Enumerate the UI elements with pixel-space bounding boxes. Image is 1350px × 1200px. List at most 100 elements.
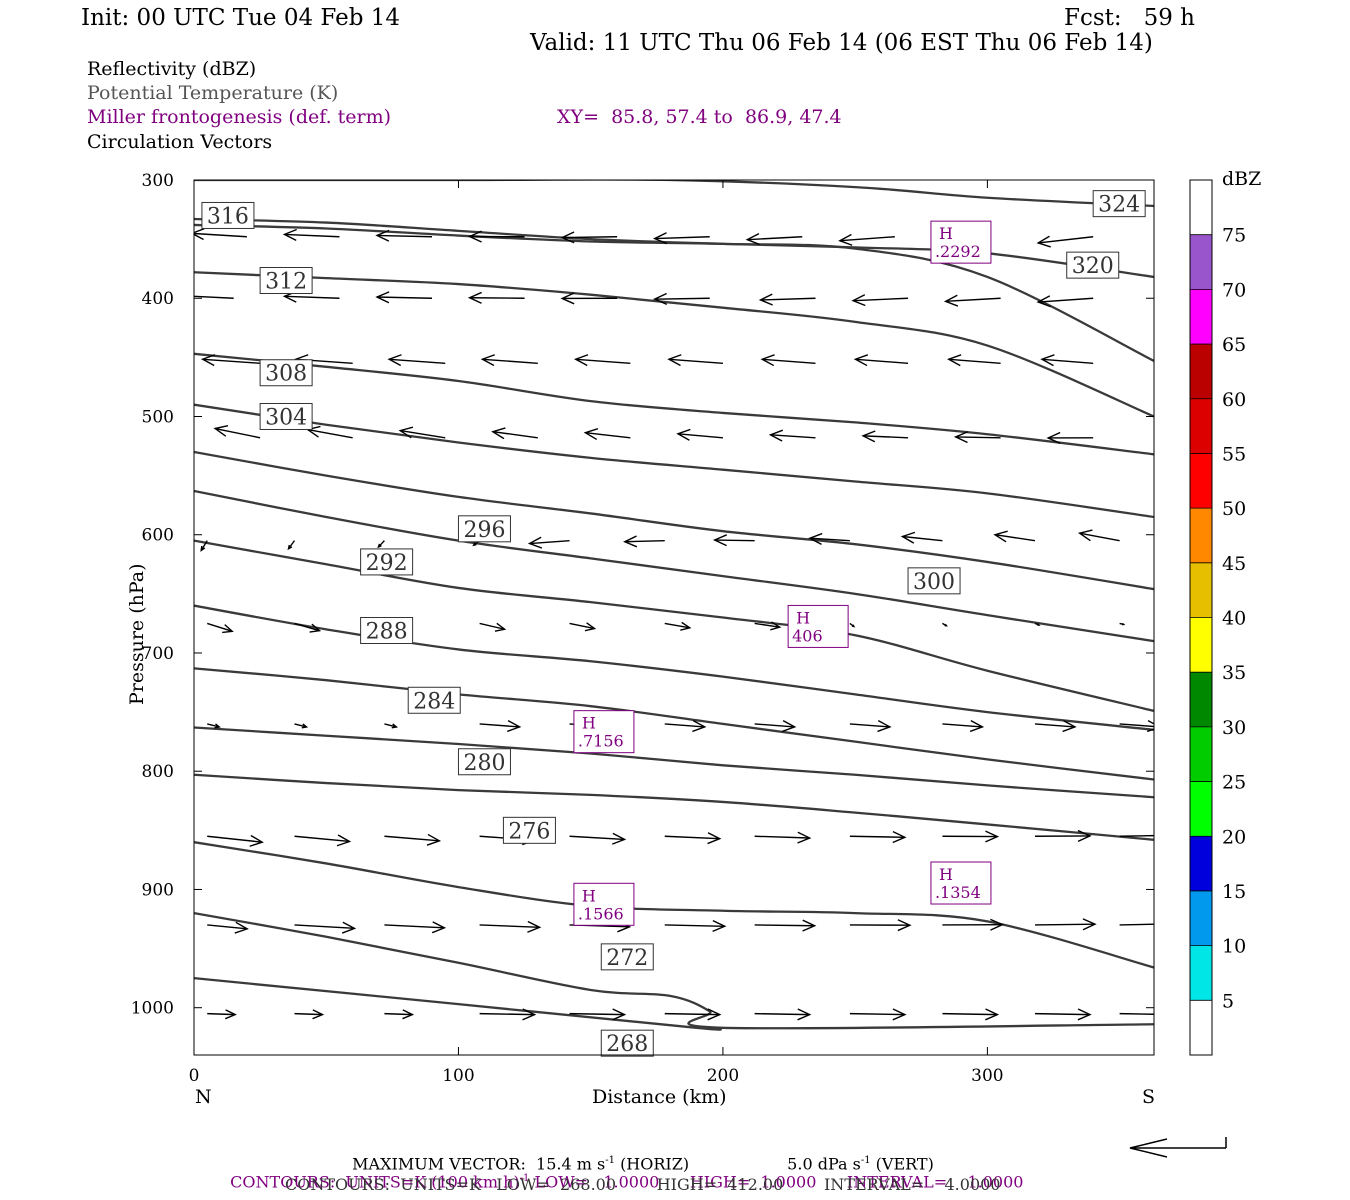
- y-tick-label: 600: [142, 526, 174, 546]
- vector-shaft: [1034, 923, 1096, 926]
- vector-shaft: [747, 236, 803, 241]
- circulation-vector: [754, 1008, 812, 1021]
- vector-head: [312, 1009, 325, 1020]
- vector-shaft: [377, 296, 433, 299]
- colorbar-segment: [1190, 562, 1212, 618]
- circulation-vector: [851, 294, 909, 307]
- colorbar-label: 35: [1222, 662, 1246, 684]
- circulation-vector: [993, 530, 1036, 543]
- vector-head: [249, 834, 264, 847]
- vector-head: [612, 1008, 627, 1021]
- colorbar-label: 25: [1222, 772, 1246, 794]
- vector-shaft: [654, 297, 710, 300]
- vector-shaft: [384, 1012, 413, 1016]
- high-box: [787, 604, 849, 648]
- vector-shaft: [479, 924, 540, 929]
- vector-shaft: [754, 723, 795, 728]
- circulation-vector: [467, 291, 525, 304]
- vector-head: [1037, 623, 1041, 626]
- footer-contours-fronto: CONTOURS: UNITS=K (100 km h)-1 LOW= 1.00…: [220, 1158, 1023, 1190]
- colorbar-segment: [1190, 672, 1212, 727]
- vector-head: [1163, 1009, 1175, 1020]
- vector-shaft: [294, 622, 320, 632]
- theta-contour-304: [194, 403, 1154, 519]
- circulation-vector: [294, 921, 357, 934]
- colorbar-label: 5: [1222, 990, 1234, 1012]
- vector-shaft: [853, 297, 909, 302]
- colorbar-segment: [1190, 453, 1212, 509]
- circulation-vector: [1119, 622, 1126, 626]
- vector-head: [560, 292, 575, 305]
- colorbar-segment: [1190, 945, 1212, 1001]
- vector-head: [985, 1008, 1000, 1021]
- vector-shaft: [469, 297, 525, 299]
- circulation-vector: [849, 622, 856, 628]
- y-tick-label: 500: [142, 407, 174, 427]
- colorbar-segment: [1190, 617, 1212, 673]
- contour-label-box: [360, 548, 414, 576]
- vector-head: [782, 720, 797, 733]
- circulation-vector: [623, 535, 665, 548]
- vector-head: [375, 291, 390, 304]
- colorbar-label: 70: [1222, 279, 1246, 301]
- colorbar-label: 20: [1222, 826, 1246, 848]
- vector-head: [222, 624, 234, 634]
- circulation-vector: [573, 354, 631, 367]
- footer-vert-vector: 5.0 dPa s-1 (VERT): [777, 1140, 934, 1172]
- vector-head: [194, 228, 205, 241]
- circulation-vector: [754, 720, 797, 733]
- circulation-vector: [664, 1008, 722, 1021]
- circulation-vector: [664, 621, 692, 631]
- circulation-vector: [1119, 834, 1154, 837]
- vector-shaft: [849, 835, 905, 838]
- vector-shaft: [714, 539, 755, 542]
- valid-time: Valid: 11 UTC Thu 06 Feb 14 (06 EST Thu …: [530, 30, 1153, 56]
- vector-head: [282, 228, 297, 241]
- vector-head: [969, 720, 985, 733]
- vector-head: [584, 622, 597, 632]
- circulation-vector: [560, 231, 618, 244]
- vector-head: [527, 920, 542, 933]
- vector-head: [760, 354, 775, 367]
- vert-vector-text: 5.0 dPa s: [787, 1154, 861, 1174]
- vector-head: [897, 919, 912, 932]
- vector-shaft: [194, 295, 234, 299]
- colorbar-label: 30: [1222, 717, 1246, 739]
- vert-vector-unit: (VERT): [875, 1154, 934, 1174]
- vector-head: [398, 426, 414, 439]
- theta-contour-320: [194, 217, 1154, 279]
- vector-head: [808, 532, 823, 545]
- vector-head: [467, 230, 482, 243]
- vector-head: [480, 354, 495, 367]
- vector-head: [225, 1009, 237, 1020]
- vector-head: [1036, 295, 1051, 308]
- y-tick-label: 300: [142, 171, 174, 191]
- vector-head: [993, 530, 1008, 543]
- vector-shaft: [849, 1012, 905, 1016]
- vector-shaft: [1119, 923, 1154, 926]
- vector-shaft: [754, 835, 810, 839]
- high-letter: H: [582, 886, 596, 905]
- vector-shaft: [562, 236, 618, 239]
- vector-head: [712, 919, 727, 933]
- vector-head: [797, 831, 812, 844]
- vector-shaft: [955, 436, 1001, 439]
- colorbar-segment: [1190, 234, 1212, 290]
- vector-head: [892, 1008, 907, 1021]
- circulation-vector: [282, 228, 340, 241]
- colorbar-segment: [1190, 344, 1212, 399]
- high-value: .1566: [578, 904, 624, 923]
- y-tick-label: 800: [142, 762, 174, 782]
- vector-head: [1040, 354, 1055, 367]
- circulation-vector: [377, 540, 385, 549]
- vector-shaft: [569, 622, 595, 630]
- contour-label-box: [360, 617, 414, 645]
- circulation-vector: [754, 831, 812, 844]
- vector-head: [745, 233, 760, 246]
- max-vector-unit: (HORIZ): [620, 1154, 690, 1174]
- vector-shaft: [1041, 358, 1094, 364]
- vector-shaft: [202, 358, 261, 364]
- circulation-vector: [384, 723, 399, 729]
